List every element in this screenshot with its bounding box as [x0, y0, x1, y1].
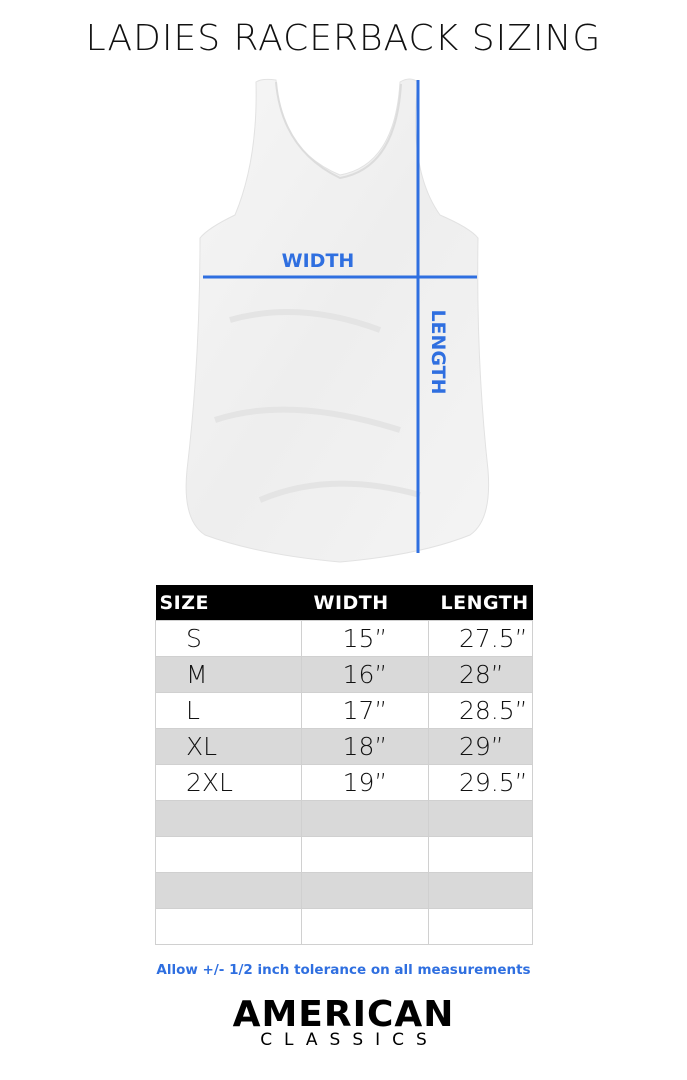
- cell-width: [301, 908, 429, 945]
- cell-size: M: [155, 656, 302, 693]
- cell-width: [301, 800, 429, 837]
- table-row: [155, 800, 533, 837]
- cell-width: 18”: [301, 728, 429, 765]
- table-row: [155, 908, 533, 945]
- header-width: WIDTH: [301, 585, 429, 621]
- table-row: 2XL 19” 29.5”: [155, 764, 533, 801]
- tank-top-diagram: WIDTH LENGTH: [185, 78, 490, 563]
- table-row: S 15” 27.5”: [155, 620, 533, 657]
- cell-width: 15”: [301, 620, 429, 657]
- tank-top-image: [185, 78, 490, 563]
- table-row: [155, 836, 533, 873]
- cell-length: [428, 800, 533, 837]
- header-length: LENGTH: [428, 585, 533, 621]
- fabric-wrinkles: [214, 309, 421, 503]
- cell-width: [301, 836, 429, 873]
- cell-size: XL: [155, 728, 302, 765]
- cell-width: 17”: [301, 692, 429, 729]
- brand-logo-line1: AMERICAN: [232, 994, 455, 1035]
- cell-length: 29.5”: [428, 764, 533, 801]
- cell-size: [155, 836, 302, 873]
- header-size: SIZE: [155, 585, 302, 621]
- table-row: [155, 872, 533, 909]
- page-title: LADIES RACERBACK SIZING: [85, 18, 602, 59]
- cell-size: L: [155, 692, 302, 729]
- cell-length: [428, 836, 533, 873]
- cell-size: 2XL: [155, 764, 302, 801]
- cell-width: [301, 872, 429, 909]
- cell-length: [428, 872, 533, 909]
- cell-width: 19”: [301, 764, 429, 801]
- table-row: L 17” 28.5”: [155, 692, 533, 729]
- cell-size: S: [155, 620, 302, 657]
- width-label: WIDTH: [282, 250, 355, 272]
- cell-length: 27.5”: [428, 620, 533, 657]
- cell-length: 29”: [428, 728, 533, 765]
- tolerance-note: Allow +/- 1/2 inch tolerance on all meas…: [156, 962, 531, 978]
- brand-logo-line2: CLASSICS: [260, 1030, 439, 1050]
- cell-length: 28.5”: [428, 692, 533, 729]
- cell-size: [155, 800, 302, 837]
- neckline: [275, 81, 402, 180]
- cell-length: [428, 908, 533, 945]
- table-row: XL 18” 29”: [155, 728, 533, 765]
- cell-width: 16”: [301, 656, 429, 693]
- length-label: LENGTH: [427, 309, 449, 394]
- size-table: SIZE WIDTH LENGTH S 15” 27.5” M 16” 28” L 17” 28…: [155, 585, 533, 945]
- cell-length: 28”: [428, 656, 533, 693]
- cell-size: [155, 908, 302, 945]
- table-row: M 16” 28”: [155, 656, 533, 693]
- cell-size: [155, 872, 302, 909]
